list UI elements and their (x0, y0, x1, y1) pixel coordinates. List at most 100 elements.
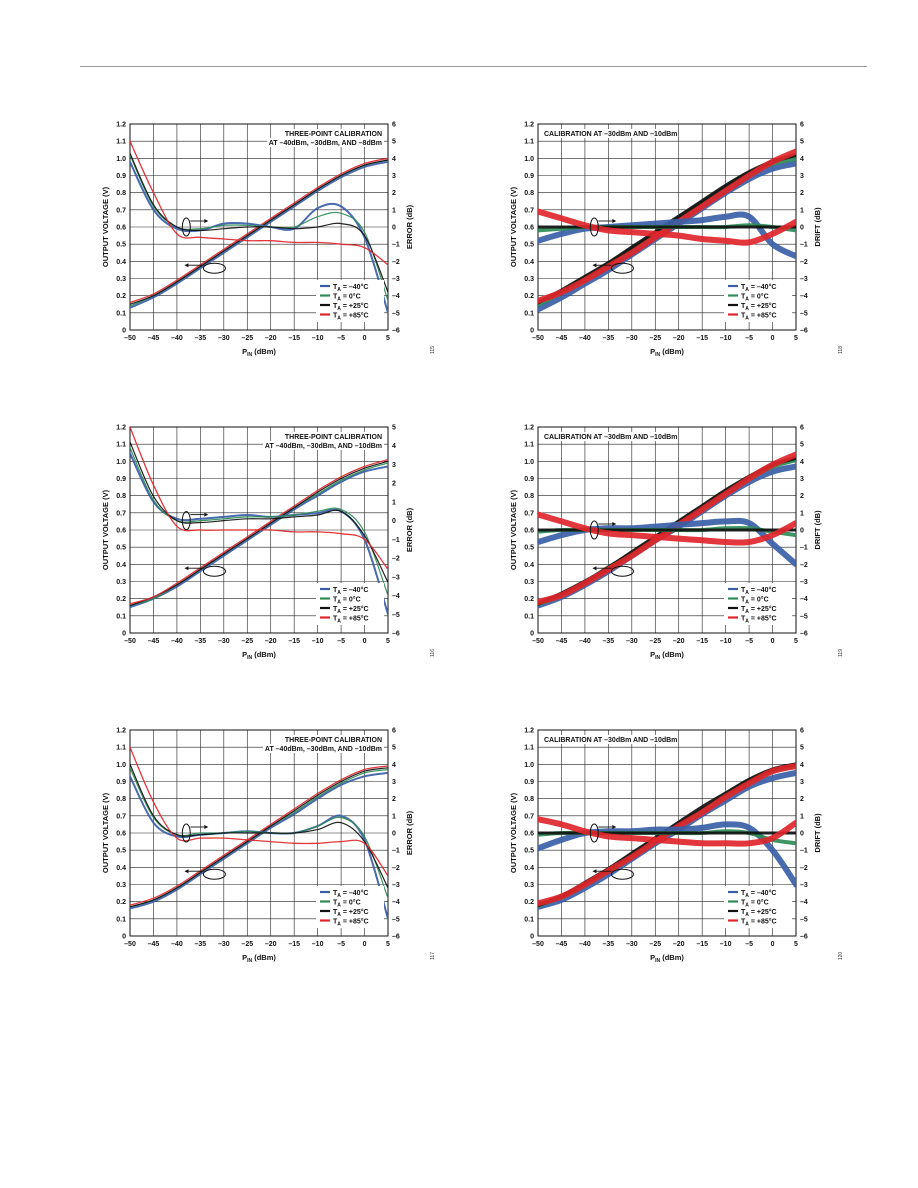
y-tick-label: 0.3 (524, 276, 534, 283)
y-tick-label: 0.8 (116, 493, 126, 500)
axis-pointer-ellipse (181, 823, 191, 843)
axis-pointer-ellipse (610, 262, 634, 274)
x-tick-label: –50 (124, 335, 136, 342)
x-tick-label: 5 (794, 335, 798, 342)
y2-tick-label: –2 (800, 562, 808, 569)
y2-axis-label: DRIFT (dB) (813, 207, 822, 247)
x-tick-label: –30 (626, 335, 638, 342)
y-tick-label: 0.2 (116, 293, 126, 300)
annotation-bg (267, 138, 384, 147)
plot-frame (129, 426, 389, 634)
y2-tick-label: 6 (800, 122, 804, 129)
y2-tick-label: 2 (392, 481, 396, 488)
y2-tick-label: 0 (800, 831, 804, 838)
y-tick-label: 1.2 (524, 425, 534, 432)
y2-tick-label: 3 (800, 476, 804, 483)
y-tick-label: 0.2 (524, 293, 534, 300)
plot-frame (129, 729, 389, 937)
y-tick-label: 0.5 (524, 848, 534, 855)
output-series-line-0 (130, 465, 388, 609)
x-tick-label: –40 (171, 941, 183, 948)
output-series-line-2 (130, 767, 388, 908)
y-tick-label: 0.3 (116, 882, 126, 889)
x-tick-label: –40 (171, 638, 183, 645)
x-tick-label: –20 (265, 638, 277, 645)
y2-tick-label: 1 (392, 813, 396, 820)
axis-pointer-ellipse (202, 565, 226, 577)
figure-number: 118 (838, 346, 844, 354)
legend-entry: TA = +85°C (741, 615, 777, 625)
y2-tick-label: –1 (392, 537, 400, 544)
y-tick-label: 0.9 (116, 779, 126, 786)
y2-tick-label: 2 (392, 190, 396, 197)
y2-tick-label: 6 (800, 425, 804, 432)
y-axis-label: OUTPUT VOLTAGE (V) (101, 489, 110, 570)
y2-tick-label: –1 (392, 848, 400, 855)
y2-tick-label: 5 (800, 745, 804, 752)
x-tick-label: 5 (386, 638, 390, 645)
y-tick-label: 0 (122, 934, 126, 941)
x-tick-label: –10 (312, 941, 324, 948)
x-axis-label: PIN (dBm) (650, 650, 684, 661)
calibration-annotation: CALIBRATION AT –30dBm AND –10dBm (544, 131, 677, 138)
error-series-line-7 (538, 511, 796, 546)
x-tick-label: –10 (720, 638, 732, 645)
x-tick-label: –5 (745, 335, 753, 342)
x-tick-label: 0 (771, 638, 775, 645)
x-tick-label: –35 (195, 638, 207, 645)
legend-entry: TA = 0°C (741, 293, 769, 303)
output-series-line-3 (130, 458, 388, 605)
y-tick-label: 0 (122, 631, 126, 638)
chart-two-point-cal-bottom: –50 –45 –40 –35 –30 –25 –20 –15 –10 –5 0 500.10.20.… (509, 728, 844, 965)
y-tick-label: 0.2 (116, 899, 126, 906)
y2-tick-label: –5 (392, 612, 400, 619)
axis-pointer-ellipse (181, 217, 191, 237)
annotation-bg (287, 129, 384, 138)
y-tick-label: 0.8 (116, 796, 126, 803)
y-tick-label: 0.2 (524, 899, 534, 906)
y-tick-label: 0 (530, 631, 534, 638)
y-tick-label: 1.2 (116, 425, 126, 432)
y-tick-label: 0.9 (116, 173, 126, 180)
legend-entry: TA = +25°C (741, 908, 777, 918)
y-tick-label: 0.9 (524, 173, 534, 180)
figure-number: 117 (430, 952, 436, 960)
y-tick-label: 1.2 (116, 122, 126, 129)
x-tick-label: –15 (696, 335, 708, 342)
y2-tick-label: –6 (800, 631, 808, 638)
axis-pointer-ellipse (589, 217, 599, 237)
axis-pointer-ellipse (181, 511, 191, 531)
x-tick-label: –50 (124, 638, 136, 645)
y-tick-label: 0.7 (524, 813, 534, 820)
x-tick-label: –35 (195, 941, 207, 948)
y2-tick-label: –1 (800, 848, 808, 855)
arrow-right-icon (612, 219, 617, 223)
y-tick-label: 1.1 (116, 139, 126, 146)
y2-tick-label: –2 (800, 259, 808, 266)
chart-three-point-cal-bottom: –50 –45 –40 –35 –30 –25 –20 –15 –10 –5 0 500.10.20.… (101, 728, 436, 965)
y2-tick-label: 0 (392, 225, 396, 232)
calibration-annotation: CALIBRATION AT –30dBm AND –10dBm (544, 737, 677, 744)
output-series-line-0 (130, 771, 388, 910)
y2-tick-label: 4 (800, 156, 804, 163)
y-tick-label: 1.0 (524, 459, 534, 466)
x-tick-label: –30 (626, 638, 638, 645)
y-tick-label: 1.2 (524, 122, 534, 129)
y2-tick-label: 1 (392, 207, 396, 214)
y-tick-label: 1.1 (524, 745, 534, 752)
series-group (130, 427, 388, 616)
y2-tick-label: –6 (800, 934, 808, 941)
calibration-annotation: THREE-POINT CALIBRATION (285, 434, 382, 441)
y2-tick-label: 3 (392, 462, 396, 469)
y-tick-label: 0.6 (524, 831, 534, 838)
x-tick-label: 0 (771, 941, 775, 948)
figure-number: 115 (430, 346, 436, 354)
x-tick-label: –5 (337, 941, 345, 948)
y2-tick-label: 5 (800, 442, 804, 449)
y-tick-label: 0.3 (524, 579, 534, 586)
series-group (538, 148, 796, 313)
y2-tick-label: 1 (800, 813, 804, 820)
y2-tick-label: –2 (392, 865, 400, 872)
x-tick-label: 0 (363, 335, 367, 342)
y-tick-label: 0.5 (116, 242, 126, 249)
